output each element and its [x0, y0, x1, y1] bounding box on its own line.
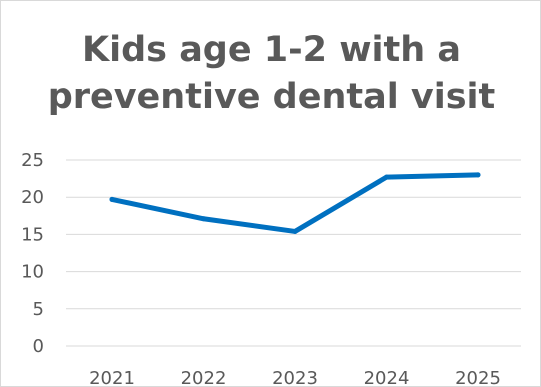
data-point-2024 — [384, 174, 389, 180]
x-tick-label-2023: 2023 — [272, 368, 318, 387]
data-point-2022 — [201, 216, 206, 222]
y-tick-label-10: 10 — [21, 262, 44, 283]
y-tick-label-20: 20 — [21, 187, 44, 208]
data-point-2025 — [475, 172, 481, 178]
y-tick-label-15: 15 — [21, 224, 44, 245]
y-tick-label-25: 25 — [21, 150, 44, 171]
chart-title: Kids age 1-2 with a preventive dental vi… — [47, 30, 496, 117]
data-point-2023 — [292, 228, 298, 234]
x-tick-label-2021: 2021 — [89, 368, 135, 387]
y-tick-label-5: 5 — [33, 299, 44, 320]
series-line-0 — [109, 172, 481, 234]
x-tick-label-2024: 2024 — [364, 368, 410, 387]
x-tick-label-2025: 2025 — [455, 368, 501, 387]
x-tick-label-2022: 2022 — [181, 368, 227, 387]
data-point-2021 — [109, 196, 115, 202]
y-tick-label-0: 0 — [33, 336, 44, 357]
